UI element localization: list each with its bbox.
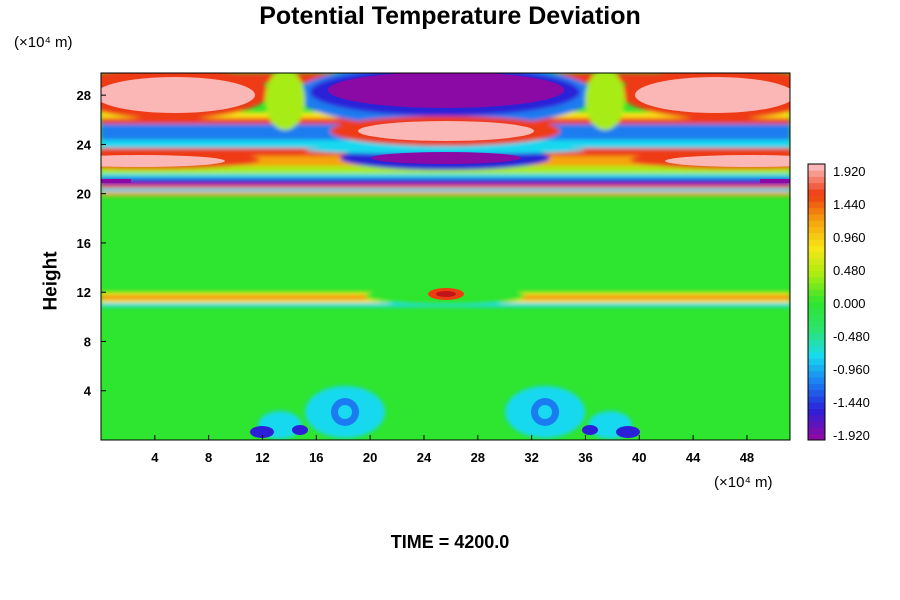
y-tick-label: 4 (84, 384, 92, 399)
colorbar-segment (808, 189, 825, 196)
heatmap-field (101, 73, 790, 440)
colorbar-segment (808, 427, 825, 435)
colorbar-segment (808, 182, 825, 190)
colorbar-tick-label: 1.440 (833, 197, 866, 212)
colorbar-segment (808, 245, 825, 253)
colorbar-ticks: 1.920 1.440 0.960 0.480 0.000 -0.480 -0.960 -1.… (833, 164, 870, 443)
colorbar-segment (808, 201, 825, 209)
x-axis-ticks: 4 8 12 16 20 24 28 32 36 40 44 48 (151, 435, 754, 465)
colorbar-segment (808, 358, 825, 366)
colorbar-segment (808, 164, 825, 171)
y-tick-label: 8 (84, 334, 91, 349)
colorbar-segment (808, 251, 825, 259)
y-tick-label: 28 (77, 88, 91, 103)
colorbar-segment (808, 352, 825, 359)
colorbar-segment (808, 239, 825, 246)
colorbar-segment (808, 302, 825, 309)
x-tick-label: 36 (578, 450, 592, 465)
colorbar-segment (808, 220, 825, 228)
colorbar-segment (808, 402, 825, 409)
colorbar-segment (808, 264, 825, 271)
colorbar-segment (808, 283, 825, 290)
y-tick-label: 24 (77, 137, 92, 152)
y-tick-label: 20 (77, 187, 91, 202)
colorbar-segment (808, 170, 825, 177)
colorbar-segment (808, 258, 825, 265)
colorbar-segment (808, 314, 825, 322)
colorbar-segment (808, 371, 825, 378)
x-tick-label: 48 (740, 450, 754, 465)
x-tick-label: 12 (255, 450, 269, 465)
x-tick-label: 44 (686, 450, 701, 465)
colorbar-tick-label: -1.440 (833, 395, 870, 410)
colorbar-segment (808, 345, 825, 353)
y-tick-label: 16 (77, 236, 91, 251)
y-tick-label: 12 (77, 285, 91, 300)
colorbar-tick-label: -1.920 (833, 428, 870, 443)
chart-title: Potential Temperature Deviation (259, 2, 641, 30)
colorbar-segment (808, 320, 825, 328)
colorbar-segment (808, 414, 825, 422)
colorbar-segment (808, 433, 825, 441)
colorbar-segment (808, 176, 825, 184)
y-axis-ticks: 4 8 12 16 20 24 28 (77, 88, 106, 399)
y-axis-unit: (×10⁴ m) (14, 34, 73, 51)
x-tick-label: 8 (205, 450, 212, 465)
colorbar-segment (808, 327, 825, 334)
x-tick-label: 4 (151, 450, 159, 465)
colorbar-segment (808, 233, 825, 240)
colorbar-tick-label: 0.480 (833, 263, 866, 278)
colorbar-segment (808, 383, 825, 391)
colorbar-segment (808, 207, 825, 215)
x-tick-label: 32 (524, 450, 538, 465)
colorbar-segment (808, 270, 825, 278)
colorbar-tick-label: -0.960 (833, 362, 870, 377)
x-tick-label: 28 (471, 450, 485, 465)
time-annotation: TIME = 4200.0 (390, 532, 510, 552)
x-tick-label: 16 (309, 450, 323, 465)
colorbar-segment (808, 214, 825, 221)
x-axis-unit: (×10⁴ m) (714, 474, 773, 491)
colorbar-tick-label: -0.480 (833, 329, 870, 344)
colorbar-segment (808, 333, 825, 340)
colorbar-segment (808, 339, 825, 347)
colorbar-tick-label: 1.920 (833, 164, 866, 179)
colorbar-segment (808, 396, 825, 403)
x-tick-label: 24 (417, 450, 432, 465)
colorbar-segment (808, 377, 825, 384)
colorbar (807, 163, 826, 441)
colorbar-segment (808, 295, 825, 303)
colorbar-segment (808, 226, 825, 234)
colorbar-segment (808, 389, 825, 397)
colorbar-segment (808, 408, 825, 416)
colorbar-segment (808, 421, 825, 428)
plot-frame (100, 72, 791, 441)
colorbar-segment (808, 289, 825, 297)
x-tick-label: 20 (363, 450, 377, 465)
colorbar-segment (808, 276, 825, 284)
colorbar-segment (808, 308, 825, 315)
colorbar-segment (808, 195, 825, 202)
colorbar-frame (807, 163, 826, 441)
colorbar-segment (808, 364, 825, 372)
x-tick-label: 40 (632, 450, 646, 465)
colorbar-tick-label: 0.960 (833, 230, 866, 245)
colorbar-tick-label: 0.000 (833, 296, 866, 311)
